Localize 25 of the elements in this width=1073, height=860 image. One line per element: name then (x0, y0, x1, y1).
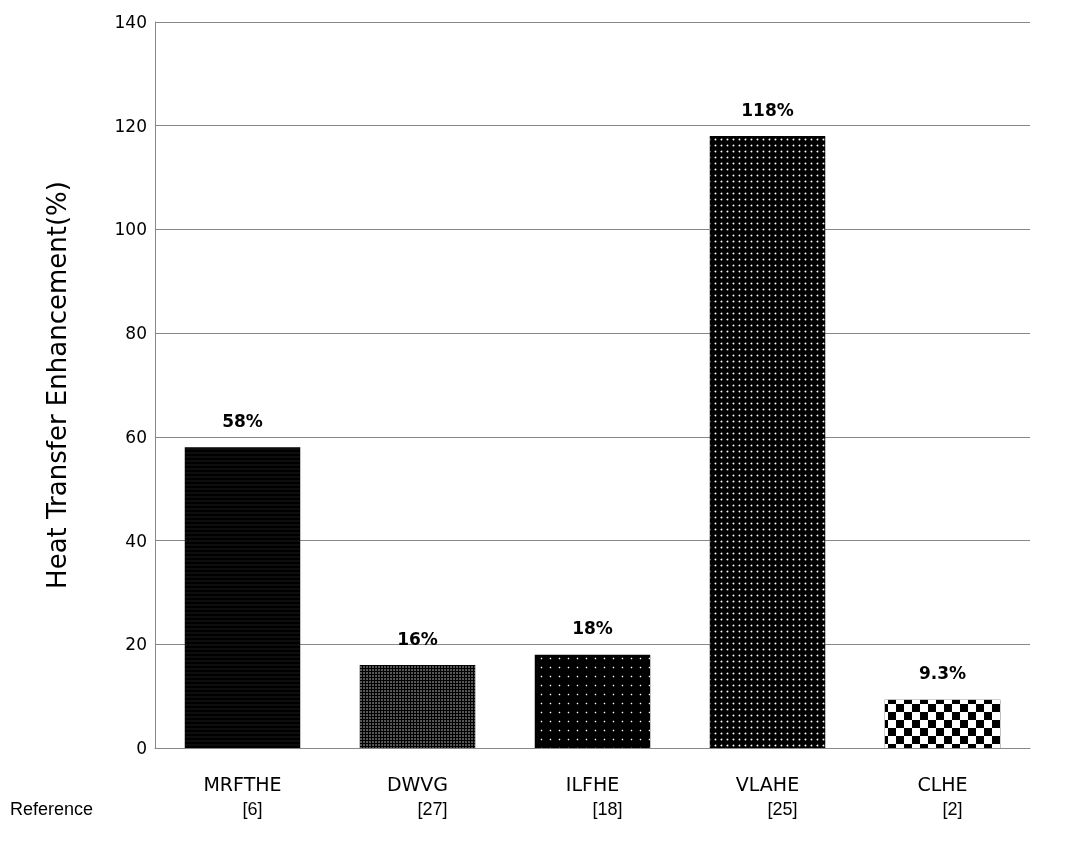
y-tick-label: 140 (114, 12, 147, 32)
y-tick-label: 120 (114, 115, 147, 136)
y-tick-label: 40 (125, 530, 147, 551)
y-tick-label: 60 (125, 426, 147, 447)
x-tick-label: VLAHE (735, 772, 800, 795)
text: Reference (10, 799, 94, 819)
x-tick-label: CLHE (917, 772, 968, 795)
text: [2] (942, 799, 963, 819)
x-tick-label: MRFTHE (203, 772, 282, 795)
y-axis-title: Heat Transfer Enhancement(%) (42, 181, 72, 589)
y-tick-label: 80 (125, 323, 147, 344)
x-tick-label: ILFHE (565, 772, 620, 795)
data-label: 118% (741, 99, 794, 120)
data-label: 9.3% (918, 663, 967, 684)
text: [18] (592, 799, 623, 819)
y-tick-label: 20 (125, 634, 147, 655)
data-label: 18% (572, 618, 613, 639)
y-tick-label: 100 (114, 219, 147, 240)
x-tick-label: DWVG (386, 772, 449, 795)
text: [25] (767, 799, 798, 819)
data-label: 16% (397, 628, 438, 649)
text: [6] (242, 799, 263, 819)
y-tick-label: 0 (136, 738, 147, 758)
text: [27] (417, 799, 448, 819)
data-label: 58% (222, 410, 263, 431)
